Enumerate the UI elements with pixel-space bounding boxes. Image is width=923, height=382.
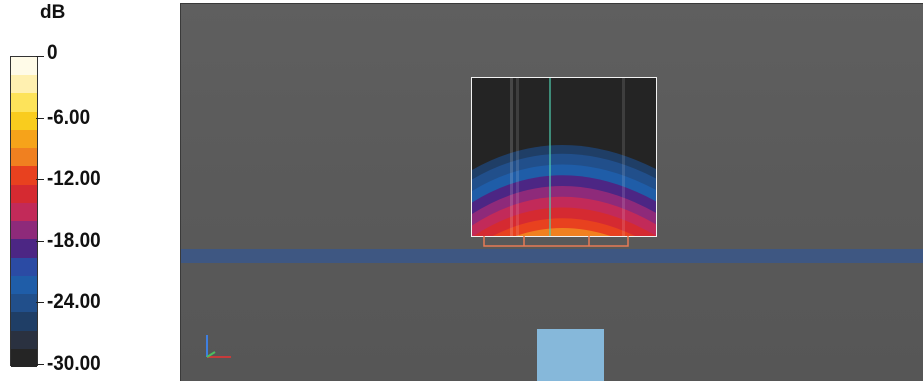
color-scale-tick <box>36 179 44 181</box>
color-scale-swatch <box>11 75 37 94</box>
color-scale-tick-label: -12.00 <box>47 167 101 191</box>
color-scale-swatch <box>11 275 37 295</box>
field-contour-band <box>516 228 611 236</box>
color-scale-swatch <box>11 148 37 167</box>
field-map-panel[interactable] <box>471 77 657 237</box>
color-scale-tick <box>36 56 44 57</box>
probe-bracket-outline <box>483 236 629 247</box>
light-blue-block <box>537 329 604 381</box>
field-map <box>472 78 656 236</box>
color-scale-tick <box>36 302 44 304</box>
color-scale-swatch <box>11 221 37 240</box>
field-contour-band <box>492 218 636 236</box>
color-scale-swatch <box>11 312 37 332</box>
color-scale-tick <box>36 117 44 119</box>
color-scale-swatch <box>11 184 37 204</box>
color-scale-tick-label: -24.00 <box>47 290 101 314</box>
color-scale-swatch <box>11 111 37 131</box>
noise-streak <box>510 78 513 236</box>
simulation-viewport[interactable] <box>180 3 923 381</box>
color-scale-swatch <box>11 294 37 313</box>
color-scale-swatch <box>11 57 37 76</box>
color-scale-swatch <box>11 202 37 222</box>
noise-streak <box>622 78 625 236</box>
color-scale-swatch <box>11 239 37 259</box>
color-scale-swatch <box>11 348 37 368</box>
color-scale-tick <box>36 240 44 242</box>
color-scale-bar <box>10 56 38 368</box>
color-scale-tick <box>36 364 44 365</box>
noise-streak <box>516 78 519 236</box>
color-scale-swatch <box>11 330 37 350</box>
color-scale-swatch <box>11 166 37 186</box>
horizon-band <box>181 249 923 263</box>
probe-bracket <box>483 236 629 247</box>
color-scale-tick-label: 0 <box>47 41 58 64</box>
color-scale-tick-label: -30.00 <box>47 352 101 375</box>
color-scale-tick-label: -6.00 <box>47 105 91 129</box>
axis-triad-icon <box>206 335 231 358</box>
color-scale-swatch <box>11 93 37 113</box>
color-scale-swatch <box>11 257 37 277</box>
legend-unit-label: dB <box>40 2 66 23</box>
color-scale-tick-label: -18.00 <box>47 228 101 252</box>
color-scale-swatch <box>11 129 37 149</box>
